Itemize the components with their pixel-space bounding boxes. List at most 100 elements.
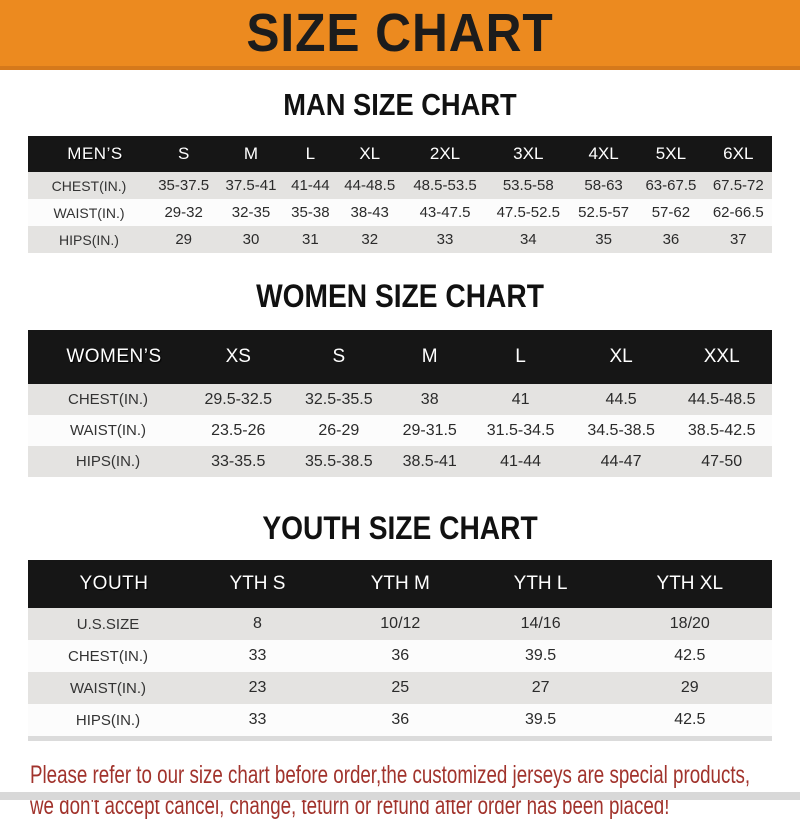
- size-column-header: 2XL: [403, 136, 487, 172]
- size-table: WOMEN’S XS S M L XL XXL CHEST(IN.) 29.5-32.5 32.5…: [28, 330, 772, 477]
- size-value-cell: 38.5-41: [389, 446, 471, 477]
- bottom-edge-strip: [0, 792, 800, 800]
- size-column-header: XS: [188, 330, 289, 384]
- size-value-cell: 32: [336, 226, 404, 253]
- size-value-cell: 18/20: [607, 608, 772, 640]
- size-value-cell: 57-62: [637, 199, 705, 226]
- size-value-cell: 33-35.5: [188, 446, 289, 477]
- size-value-cell: 67.5-72: [704, 172, 772, 199]
- size-column-header: XL: [570, 330, 672, 384]
- size-chart-sections: MAN SIZE CHART MEN’S S M L XL 2XL 3XL 4XL 5XL 6XL C…: [0, 70, 800, 741]
- size-value-cell: 29.5-32.5: [188, 384, 289, 415]
- size-value-cell: 47-50: [671, 446, 772, 477]
- size-column-header: YTH XL: [607, 560, 772, 608]
- table-header-label: MEN’S: [28, 136, 150, 172]
- row-label: CHEST(IN.): [28, 640, 188, 672]
- size-value-cell: 38.5-42.5: [671, 415, 772, 446]
- size-value-cell: 53.5-58: [486, 172, 570, 199]
- section-title: MAN SIZE CHART: [283, 87, 517, 122]
- size-value-cell: 44-48.5: [336, 172, 404, 199]
- size-chart-section: WOMEN SIZE CHART WOMEN’S XS S M L XL XXL CHEST(I…: [0, 253, 800, 477]
- table-row: HIPS(IN.) 33-35.5 35.5-38.5 38.5-41 41-44 44-…: [28, 446, 772, 477]
- size-column-header: XL: [336, 136, 404, 172]
- size-column-header: YTH M: [327, 560, 474, 608]
- size-value-cell: 8: [188, 608, 328, 640]
- size-chart-section: MAN SIZE CHART MEN’S S M L XL 2XL 3XL 4XL 5XL 6XL C…: [0, 70, 800, 253]
- size-value-cell: 35: [569, 226, 638, 253]
- size-column-header: M: [389, 330, 471, 384]
- size-value-cell: 33: [403, 226, 487, 253]
- size-value-cell: 39.5: [473, 704, 608, 736]
- table-header-label: WOMEN’S: [28, 330, 188, 384]
- size-column-header: YTH L: [473, 560, 608, 608]
- size-value-cell: 29-31.5: [389, 415, 471, 446]
- row-label: WAIST(IN.): [28, 672, 188, 704]
- table-row: WAIST(IN.) 23.5-26 26-29 29-31.5 31.5-34.5 34…: [28, 415, 772, 446]
- size-column-header: 6XL: [704, 136, 772, 172]
- row-label: HIPS(IN.): [28, 446, 188, 477]
- table-row: CHEST(IN.) 29.5-32.5 32.5-35.5 38 41 44.5 44.5…: [28, 384, 772, 415]
- size-column-header: 5XL: [637, 136, 705, 172]
- size-value-cell: 23.5-26: [188, 415, 289, 446]
- size-value-cell: 31.5-34.5: [470, 415, 571, 446]
- size-value-cell: 43-47.5: [403, 199, 487, 226]
- size-value-cell: 44.5: [570, 384, 672, 415]
- size-value-cell: 35-38: [284, 199, 337, 226]
- size-value-cell: 33: [188, 640, 328, 672]
- size-value-cell: 14/16: [473, 608, 608, 640]
- table-row: CHEST(IN.) 35-37.5 37.5-41 41-44 44-48.5 48.5…: [28, 172, 772, 199]
- size-column-header: S: [150, 136, 218, 172]
- table-row: HIPS(IN.) 29 30 31 32 33 34 35 36 37: [28, 226, 772, 253]
- table-row: U.S.SIZE 8 10/12 14/16 18/20: [28, 608, 772, 640]
- size-value-cell: 36: [327, 640, 474, 672]
- size-value-cell: 29: [150, 226, 218, 253]
- size-value-cell: 39.5: [473, 640, 608, 672]
- size-column-header: L: [470, 330, 571, 384]
- size-value-cell: 37.5-41: [217, 172, 285, 199]
- size-column-header: L: [284, 136, 337, 172]
- size-value-cell: 47.5-52.5: [486, 199, 570, 226]
- row-label: CHEST(IN.): [28, 384, 188, 415]
- row-label: HIPS(IN.): [28, 226, 150, 253]
- section-title: WOMEN SIZE CHART: [256, 278, 544, 314]
- size-column-header: XXL: [671, 330, 772, 384]
- size-value-cell: 62-66.5: [704, 199, 772, 226]
- table-header-row: MEN’S S M L XL 2XL 3XL 4XL 5XL 6XL: [28, 136, 772, 172]
- row-label: WAIST(IN.): [28, 415, 188, 446]
- size-value-cell: 44.5-48.5: [671, 384, 772, 415]
- row-label: U.S.SIZE: [28, 608, 188, 640]
- table-header-label: YOUTH: [28, 560, 188, 608]
- size-chart-section: YOUTH SIZE CHART YOUTH YTH S YTH M YTH L YTH …: [0, 477, 800, 741]
- size-value-cell: 58-63: [569, 172, 638, 199]
- size-value-cell: 44-47: [570, 446, 672, 477]
- size-value-cell: 35.5-38.5: [288, 446, 390, 477]
- size-column-header: 4XL: [569, 136, 638, 172]
- order-notice-line-1: Please refer to our size chart before or…: [30, 761, 751, 789]
- size-value-cell: 30: [217, 226, 285, 253]
- row-label: WAIST(IN.): [28, 199, 150, 226]
- banner-title: SIZE CHART: [246, 3, 554, 63]
- size-chart-banner: SIZE CHART: [0, 0, 800, 70]
- size-value-cell: 35-37.5: [150, 172, 218, 199]
- table-row: HIPS(IN.) 33 36 39.5 42.5: [28, 704, 772, 736]
- size-value-cell: 33: [188, 704, 328, 736]
- table-row: CHEST(IN.) 33 36 39.5 42.5: [28, 640, 772, 672]
- size-value-cell: 32.5-35.5: [288, 384, 390, 415]
- size-value-cell: 31: [284, 226, 337, 253]
- size-value-cell: 25: [327, 672, 474, 704]
- size-value-cell: 34.5-38.5: [570, 415, 672, 446]
- section-title: YOUTH SIZE CHART: [262, 510, 538, 546]
- size-value-cell: 37: [704, 226, 772, 253]
- size-value-cell: 41-44: [284, 172, 337, 199]
- size-value-cell: 23: [188, 672, 328, 704]
- size-value-cell: 32-35: [217, 199, 285, 226]
- table-header-row: YOUTH YTH S YTH M YTH L YTH XL: [28, 560, 772, 608]
- size-column-header: 3XL: [486, 136, 570, 172]
- size-column-header: YTH S: [188, 560, 328, 608]
- size-value-cell: 36: [637, 226, 705, 253]
- row-label: CHEST(IN.): [28, 172, 150, 199]
- size-table: YOUTH YTH S YTH M YTH L YTH XL U.S.SIZE 8 10/12…: [28, 560, 772, 741]
- size-value-cell: 38: [389, 384, 471, 415]
- row-label: HIPS(IN.): [28, 704, 188, 736]
- size-value-cell: 42.5: [607, 640, 772, 672]
